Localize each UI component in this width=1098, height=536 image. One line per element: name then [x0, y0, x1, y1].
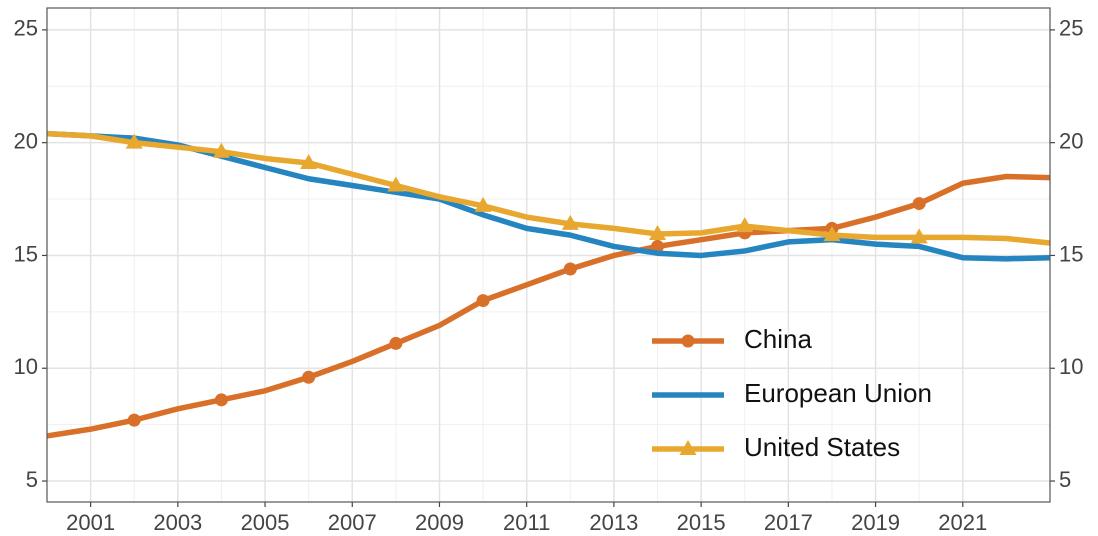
- marker: [302, 370, 316, 384]
- y2-tick-label: 15: [1059, 241, 1083, 266]
- marker: [910, 228, 928, 244]
- y2-tick-label: 20: [1059, 128, 1083, 153]
- x-tick-label: 2019: [851, 510, 900, 535]
- y-tick-label: 15: [14, 241, 38, 266]
- marker: [823, 226, 841, 242]
- marker: [214, 393, 228, 407]
- marker: [127, 413, 141, 427]
- x-tick-label: 2013: [589, 510, 638, 535]
- series-line: [46, 173, 1051, 439]
- marker: [300, 153, 318, 169]
- y-tick-label: 20: [14, 128, 38, 153]
- marker: [563, 262, 577, 276]
- marker: [387, 176, 405, 192]
- x-tick-label: 2021: [938, 510, 987, 535]
- x-tick-label: 2001: [66, 510, 115, 535]
- legend-label: China: [744, 324, 812, 354]
- legend-marker: [679, 440, 697, 455]
- marker: [474, 196, 492, 212]
- y-tick-label: 10: [14, 354, 38, 379]
- x-tick-label: 2007: [328, 510, 377, 535]
- x-tick-label: 2009: [415, 510, 464, 535]
- marker: [561, 214, 579, 230]
- marker: [212, 142, 230, 158]
- plot-border: [46, 7, 1051, 503]
- marker: [649, 225, 667, 241]
- marker: [476, 294, 490, 308]
- marker: [651, 239, 665, 253]
- x-tick-label: 2005: [241, 510, 290, 535]
- legend-label: European Union: [744, 378, 932, 408]
- y2-tick-label: 25: [1059, 16, 1083, 41]
- marker: [125, 133, 143, 149]
- y2-tick-label: 10: [1059, 354, 1083, 379]
- marker: [912, 197, 926, 211]
- x-tick-label: 2017: [764, 510, 813, 535]
- y2-tick-label: 5: [1059, 467, 1071, 492]
- x-tick-label: 2015: [677, 510, 726, 535]
- x-tick-label: 2003: [153, 510, 202, 535]
- series-line: [46, 130, 1051, 246]
- marker: [389, 336, 403, 350]
- series-line: [46, 130, 1051, 262]
- y-tick-label: 5: [26, 467, 38, 492]
- legend-label: United States: [744, 432, 900, 462]
- legend-marker: [681, 334, 695, 348]
- marker: [736, 217, 754, 233]
- y-tick-label: 25: [14, 16, 38, 41]
- x-tick-label: 2011: [503, 510, 550, 535]
